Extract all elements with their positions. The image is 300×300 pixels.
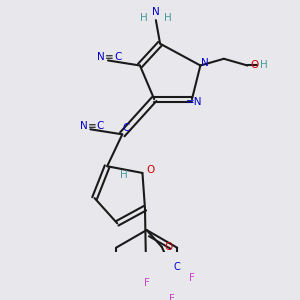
Text: O: O	[147, 165, 155, 176]
Text: O: O	[250, 61, 258, 70]
Text: O: O	[164, 242, 172, 252]
Text: H: H	[260, 61, 268, 70]
Text: =N: =N	[186, 97, 203, 106]
Text: C: C	[114, 52, 122, 62]
Text: C: C	[173, 262, 180, 272]
Text: F: F	[189, 273, 195, 283]
Text: H: H	[164, 13, 172, 22]
Text: F: F	[169, 294, 175, 300]
Text: N: N	[152, 7, 160, 17]
Text: H: H	[120, 169, 128, 180]
Text: ≡: ≡	[88, 121, 96, 131]
Text: N: N	[201, 58, 208, 68]
Text: N: N	[80, 121, 88, 131]
Text: H: H	[140, 13, 148, 22]
Text: C: C	[122, 123, 129, 133]
Text: N: N	[98, 52, 105, 62]
Text: F: F	[144, 278, 150, 288]
Text: C: C	[97, 121, 104, 131]
Text: ≡: ≡	[105, 52, 114, 62]
